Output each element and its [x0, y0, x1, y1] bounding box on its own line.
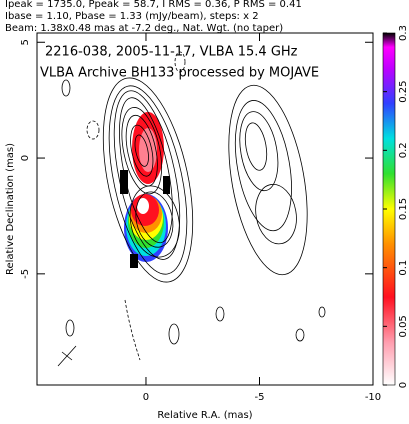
- colorbar-tick-label: 0.2: [398, 142, 409, 158]
- plot-subtitle: VLBA Archive BH133 processed by MOJAVE: [40, 66, 319, 81]
- colorbar-tick-label: 0.3: [398, 25, 409, 41]
- x-axis-label: Relative R.A. (mas): [157, 410, 252, 421]
- header-line: Ipeak = 1735.0, Ppeak = 58.7, I RMS = 0.…: [5, 0, 302, 10]
- colorbar-tick-label: 0.1: [398, 260, 409, 276]
- header-line: Ibase = 1.10, Pbase = 1.33 (mJy/beam), s…: [5, 11, 259, 22]
- image: [57, 51, 326, 367]
- y-tick-label: -5: [20, 269, 31, 279]
- x-tick-label: -10: [365, 392, 381, 403]
- header-line: Beam: 1.38x0.48 mas at -7.2 deg., Nat. W…: [5, 23, 283, 34]
- colorbar-tick-label: 0: [398, 382, 409, 388]
- y-axis-label: Relative Declination (mas): [5, 143, 16, 275]
- colorbar-tick-label: 0.25: [398, 81, 409, 103]
- x-tick-label: -5: [254, 392, 264, 403]
- colorbar-tick-label: 0.15: [398, 198, 409, 220]
- y-tick-label: 5: [20, 39, 31, 45]
- plot-frame: [36, 32, 374, 386]
- x-tick-label: 0: [143, 392, 149, 403]
- plot-title: 2216-038, 2005-11-17, VLBA 15.4 GHz: [45, 45, 298, 60]
- y-tick-label: 0: [20, 155, 31, 161]
- colorbar-tick-label: 0.05: [398, 315, 409, 337]
